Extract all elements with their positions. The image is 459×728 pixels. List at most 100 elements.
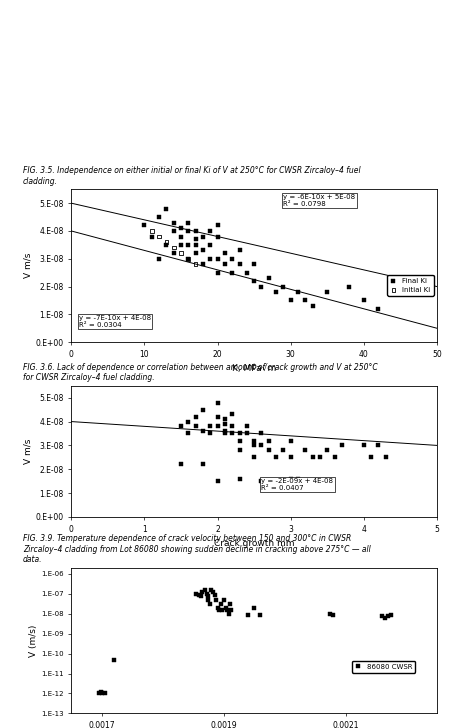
Final Ki bbox=[206, 253, 213, 264]
Y-axis label: V (m/s): V (m/s) bbox=[29, 625, 38, 657]
Text: FIG. 3.6. Lack of dependence or correlation between amount of crack growth and V: FIG. 3.6. Lack of dependence or correlat… bbox=[23, 363, 377, 382]
Point bbox=[286, 435, 294, 446]
Final Ki bbox=[177, 231, 185, 242]
Initial Ki bbox=[162, 237, 170, 248]
Point bbox=[228, 427, 235, 439]
Final Ki bbox=[206, 239, 213, 250]
Point bbox=[279, 444, 286, 456]
Point bbox=[219, 594, 227, 606]
Final Ki bbox=[235, 245, 243, 256]
Final Ki bbox=[177, 222, 185, 234]
Final Ki bbox=[243, 267, 250, 279]
Point bbox=[221, 414, 228, 425]
Final Ki bbox=[162, 239, 170, 250]
Initial Ki bbox=[184, 253, 191, 264]
Point bbox=[323, 444, 330, 456]
Point bbox=[250, 602, 257, 614]
Point bbox=[381, 451, 389, 463]
Final Ki bbox=[206, 225, 213, 237]
Point bbox=[221, 602, 229, 614]
Final Ki bbox=[286, 295, 294, 306]
Y-axis label: V m/s: V m/s bbox=[24, 253, 33, 278]
Point bbox=[243, 421, 250, 432]
Point bbox=[191, 411, 199, 423]
Point bbox=[215, 604, 222, 616]
Final Ki bbox=[264, 272, 272, 284]
Point bbox=[264, 444, 272, 456]
Final Ki bbox=[213, 267, 221, 279]
Final Ki bbox=[374, 303, 381, 314]
Point bbox=[257, 440, 264, 451]
Final Ki bbox=[250, 258, 257, 270]
Point bbox=[195, 589, 202, 601]
Final Ki bbox=[177, 239, 185, 250]
Final Ki bbox=[148, 231, 155, 242]
Point bbox=[244, 609, 251, 620]
Point bbox=[308, 451, 316, 463]
Final Ki bbox=[279, 281, 286, 293]
Point bbox=[177, 459, 185, 470]
Point bbox=[221, 427, 228, 439]
Final Ki bbox=[162, 203, 170, 215]
Final Ki bbox=[140, 220, 148, 232]
Point bbox=[198, 586, 206, 598]
Point bbox=[378, 610, 385, 622]
X-axis label: K, MPa√m: K, MPa√m bbox=[231, 364, 276, 373]
Final Ki bbox=[345, 281, 352, 293]
Point bbox=[250, 451, 257, 463]
Text: y = -7E-10x + 4E-08
R² = 0.0304: y = -7E-10x + 4E-08 R² = 0.0304 bbox=[78, 314, 151, 328]
Point bbox=[228, 408, 235, 420]
Point bbox=[235, 435, 243, 446]
Point bbox=[294, 473, 301, 485]
Initial Ki bbox=[148, 225, 155, 237]
Final Ki bbox=[170, 248, 177, 259]
Point bbox=[202, 588, 210, 600]
Point bbox=[243, 427, 250, 439]
Point bbox=[206, 598, 213, 610]
Point bbox=[184, 416, 191, 427]
Point bbox=[192, 588, 200, 600]
Point bbox=[235, 473, 243, 485]
Text: y = -6E-10x + 5E-08
R² = 0.0798: y = -6E-10x + 5E-08 R² = 0.0798 bbox=[283, 194, 355, 207]
Final Ki bbox=[199, 245, 206, 256]
Point bbox=[223, 604, 230, 616]
Point bbox=[204, 590, 212, 601]
Final Ki bbox=[301, 295, 308, 306]
Point bbox=[208, 586, 216, 598]
Point bbox=[213, 475, 221, 487]
Point bbox=[206, 421, 213, 432]
Final Ki bbox=[294, 286, 301, 298]
Point bbox=[204, 594, 212, 606]
Final Ki bbox=[191, 225, 199, 237]
Point bbox=[264, 435, 272, 446]
Final Ki bbox=[191, 234, 199, 245]
Final Ki bbox=[199, 231, 206, 242]
Point bbox=[110, 654, 118, 665]
Point bbox=[286, 451, 294, 463]
Legend: 86080 CWSR: 86080 CWSR bbox=[351, 661, 414, 673]
Point bbox=[98, 687, 105, 698]
Point bbox=[101, 688, 108, 700]
Point bbox=[213, 411, 221, 423]
Final Ki bbox=[170, 225, 177, 237]
Final Ki bbox=[359, 295, 367, 306]
Point bbox=[330, 451, 337, 463]
Point bbox=[374, 440, 381, 451]
Point bbox=[381, 612, 388, 624]
Final Ki bbox=[308, 300, 316, 312]
Point bbox=[316, 451, 323, 463]
Point bbox=[199, 459, 206, 470]
Point bbox=[235, 427, 243, 439]
Point bbox=[326, 608, 333, 620]
Final Ki bbox=[250, 275, 257, 287]
Point bbox=[206, 427, 213, 439]
Final Ki bbox=[155, 211, 162, 223]
Text: y = -2E-09x + 4E-08
R² = 0.0407: y = -2E-09x + 4E-08 R² = 0.0407 bbox=[261, 478, 333, 491]
Point bbox=[257, 475, 264, 487]
Point bbox=[227, 604, 234, 616]
Final Ki bbox=[213, 220, 221, 232]
Point bbox=[359, 440, 367, 451]
Final Ki bbox=[228, 253, 235, 264]
Point bbox=[213, 397, 221, 408]
Point bbox=[228, 421, 235, 432]
